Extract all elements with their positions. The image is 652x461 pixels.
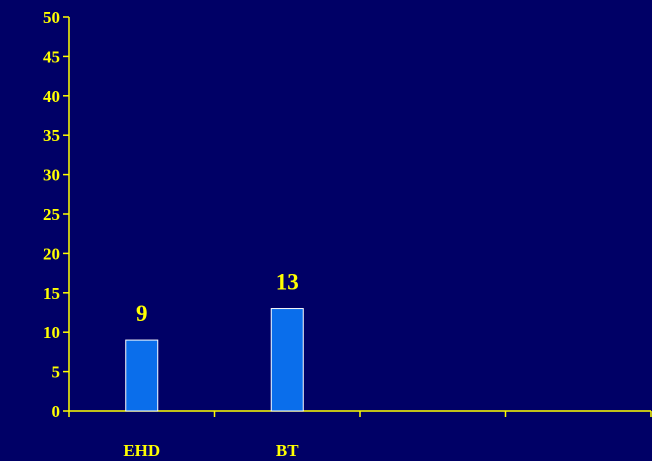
- y-tick-label: 45: [43, 47, 60, 66]
- y-tick-label: 30: [43, 166, 60, 185]
- data-labels: 9 13: [136, 270, 299, 327]
- bar-bt: [270, 308, 304, 412]
- y-tick-label: 50: [43, 8, 60, 27]
- y-tick-label: 15: [43, 284, 60, 303]
- x-category-label: EHD: [123, 441, 160, 460]
- y-tick-label: 5: [52, 363, 61, 382]
- y-tick-label: 0: [52, 402, 61, 421]
- x-axis: EHD BT: [68, 410, 652, 460]
- y-tick-label: 40: [43, 87, 60, 106]
- y-tick-label: 35: [43, 126, 60, 145]
- y-tick-label: 20: [43, 244, 60, 263]
- y-axis: 0 5 10 15 20 25 30 35 40 45 50: [43, 8, 70, 421]
- bars: [125, 308, 304, 412]
- data-label: 13: [276, 270, 299, 295]
- y-tick-label: 25: [43, 205, 60, 224]
- y-tick-label: 10: [43, 323, 60, 342]
- bar-ehd: [125, 339, 159, 412]
- x-category-label: BT: [276, 441, 299, 460]
- data-label: 9: [136, 301, 148, 326]
